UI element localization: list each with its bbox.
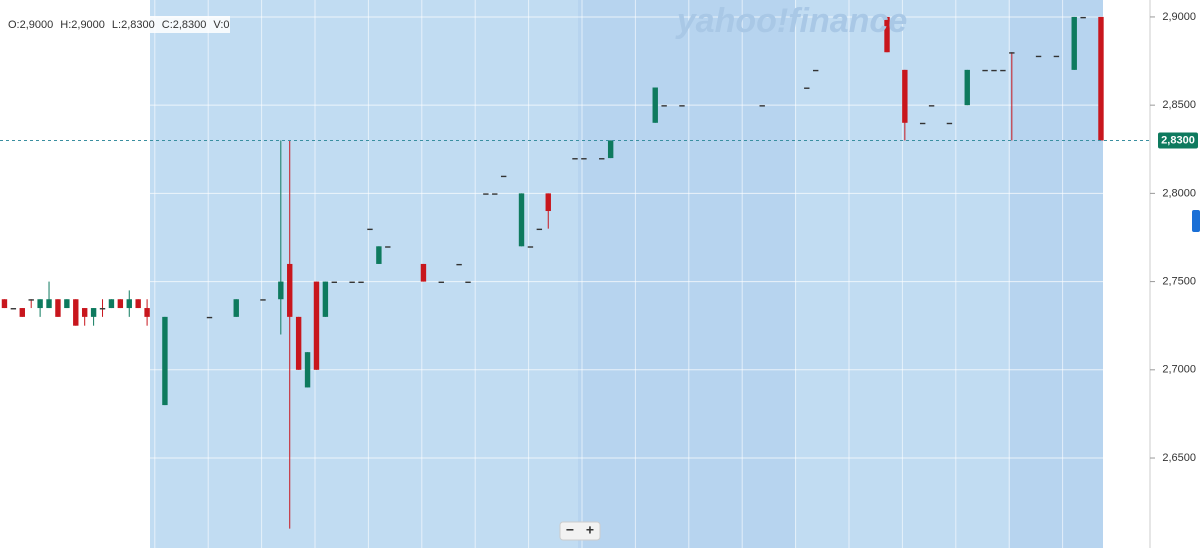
candle-body — [492, 193, 498, 195]
candle-body — [331, 281, 338, 283]
session-band — [1010, 0, 1103, 548]
candle-body — [536, 228, 543, 231]
candle-body — [28, 299, 34, 301]
candle-body — [55, 299, 61, 317]
candle-body — [19, 308, 25, 317]
candle-body — [322, 281, 329, 317]
candle-body — [349, 281, 355, 283]
candle-body — [117, 299, 124, 309]
candle-body — [162, 316, 168, 406]
candle-body — [295, 316, 302, 370]
candle-body — [545, 193, 551, 212]
y-tick-label: 2,8000 — [1162, 187, 1196, 199]
plot-layer — [0, 16, 1150, 529]
candle-body — [483, 193, 489, 195]
side-tab[interactable] — [1192, 210, 1200, 232]
candle-body — [1053, 55, 1060, 58]
info-text: V:0 — [213, 19, 229, 31]
candle-body — [456, 263, 462, 266]
candle-body — [812, 69, 819, 72]
candle-body — [385, 246, 391, 248]
candle-body — [135, 299, 141, 309]
candle-body — [304, 352, 311, 388]
candle-body — [652, 87, 658, 123]
candle-body — [759, 105, 765, 107]
last-price-box — [1158, 132, 1198, 149]
y-tick-label: 2,6500 — [1162, 452, 1196, 464]
candle-body — [10, 308, 17, 310]
zoom-in[interactable]: + — [586, 522, 594, 538]
candle-body — [108, 299, 115, 309]
info-text: C:2,8300 — [162, 19, 207, 31]
watermark: yahoo!finance — [675, 2, 907, 40]
candle-body — [572, 158, 578, 160]
info-box — [4, 16, 230, 33]
zoom-controls: − + — [559, 521, 601, 541]
info-text: H:2,9000 — [60, 19, 105, 31]
candle-body — [607, 140, 614, 159]
y-tick-label: 2,7000 — [1162, 364, 1196, 376]
candle-body — [991, 69, 997, 72]
candle-body — [438, 281, 444, 283]
candle-body — [661, 105, 667, 107]
candle-body — [420, 263, 427, 282]
candle-body — [1080, 16, 1086, 19]
candle-body — [90, 308, 97, 317]
candle-body — [964, 69, 970, 106]
info-text: O:2,9000 — [8, 19, 53, 31]
candle-body — [37, 299, 43, 309]
candle-body — [1009, 52, 1015, 54]
candle-body — [884, 16, 890, 53]
candle-body — [260, 299, 266, 301]
candle-body — [81, 308, 88, 317]
candle-body — [902, 69, 908, 123]
vertical-grid — [47, 0, 1117, 548]
candle-body — [287, 263, 293, 317]
candle-body — [73, 299, 79, 326]
candle-body — [233, 299, 239, 317]
last-price-label: 2,8300 — [1161, 134, 1195, 146]
zoom-out[interactable]: − — [566, 522, 574, 538]
candle-body — [278, 281, 284, 300]
y-tick-label: 2,7500 — [1162, 275, 1196, 287]
candle-body — [982, 69, 988, 72]
candle-body — [367, 228, 373, 231]
candle-body — [99, 308, 106, 310]
info-text: L:2,8300 — [112, 19, 155, 31]
y-tick-label: 2,8500 — [1162, 99, 1196, 111]
candle-body — [206, 316, 213, 319]
candle-body — [928, 105, 935, 107]
candle-body — [599, 158, 605, 160]
candle-body — [313, 281, 320, 370]
candle-body — [465, 281, 471, 283]
candle-body — [581, 158, 587, 160]
candle-body — [946, 122, 953, 125]
candle-body — [527, 246, 534, 248]
candle-body — [1035, 55, 1042, 58]
candle-body — [1, 299, 8, 309]
candle-body — [358, 281, 364, 283]
y-tick-label: 2,9000 — [1162, 11, 1196, 23]
candle-body — [1098, 16, 1104, 141]
candle-body — [46, 299, 52, 309]
session-band — [578, 0, 795, 548]
candle-body — [500, 175, 507, 178]
candle-body — [804, 87, 810, 89]
zoom-box — [559, 521, 601, 541]
candle-body — [919, 122, 926, 125]
candle-body — [1000, 69, 1006, 72]
candle-body — [679, 105, 685, 107]
candle-body — [126, 299, 132, 309]
candle-body — [1071, 16, 1077, 70]
candle-body — [376, 246, 382, 264]
candle-body — [64, 299, 70, 309]
candle-body — [144, 308, 150, 317]
candle-body — [518, 193, 525, 247]
